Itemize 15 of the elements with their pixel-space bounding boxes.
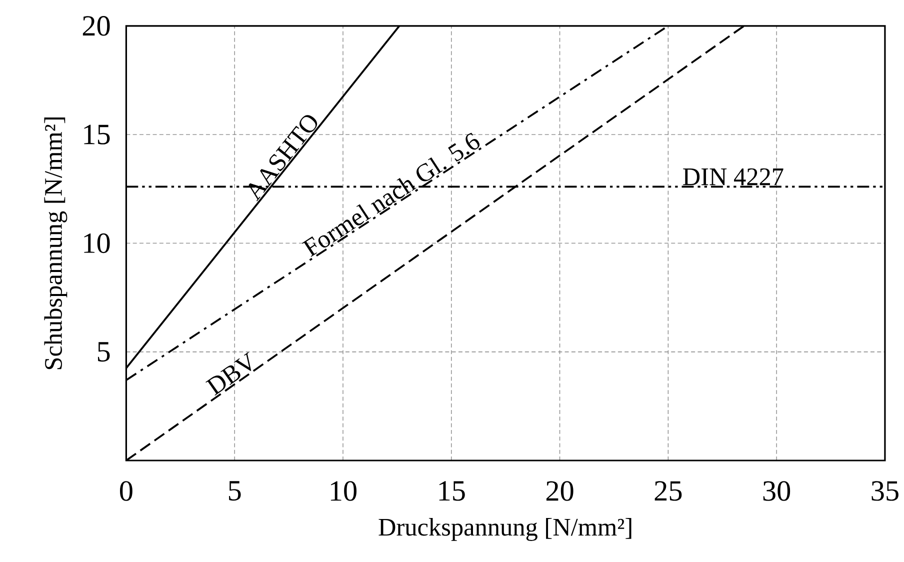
y-tick-label: 10 <box>84 233 110 253</box>
x-tick-label: 5 <box>228 481 241 501</box>
x-tick-label: 25 <box>654 481 682 501</box>
x-tick-label: 35 <box>872 481 898 501</box>
x-axis-title: Druckspannung [N/mm²] <box>378 518 632 541</box>
x-tick-label: 15 <box>439 481 465 501</box>
x-tick-label: 20 <box>546 481 574 501</box>
series-label: DIN 4227 <box>683 168 784 186</box>
y-tick-label: 20 <box>82 16 110 36</box>
y-tick-label: 15 <box>84 124 110 144</box>
x-tick-label: 10 <box>330 481 356 501</box>
x-tick-label: 30 <box>763 481 790 501</box>
y-axis-title: Schubspannung [N/mm²] <box>44 117 68 370</box>
y-tick-label: 5 <box>98 342 110 362</box>
x-tick-label: 0 <box>120 481 132 501</box>
